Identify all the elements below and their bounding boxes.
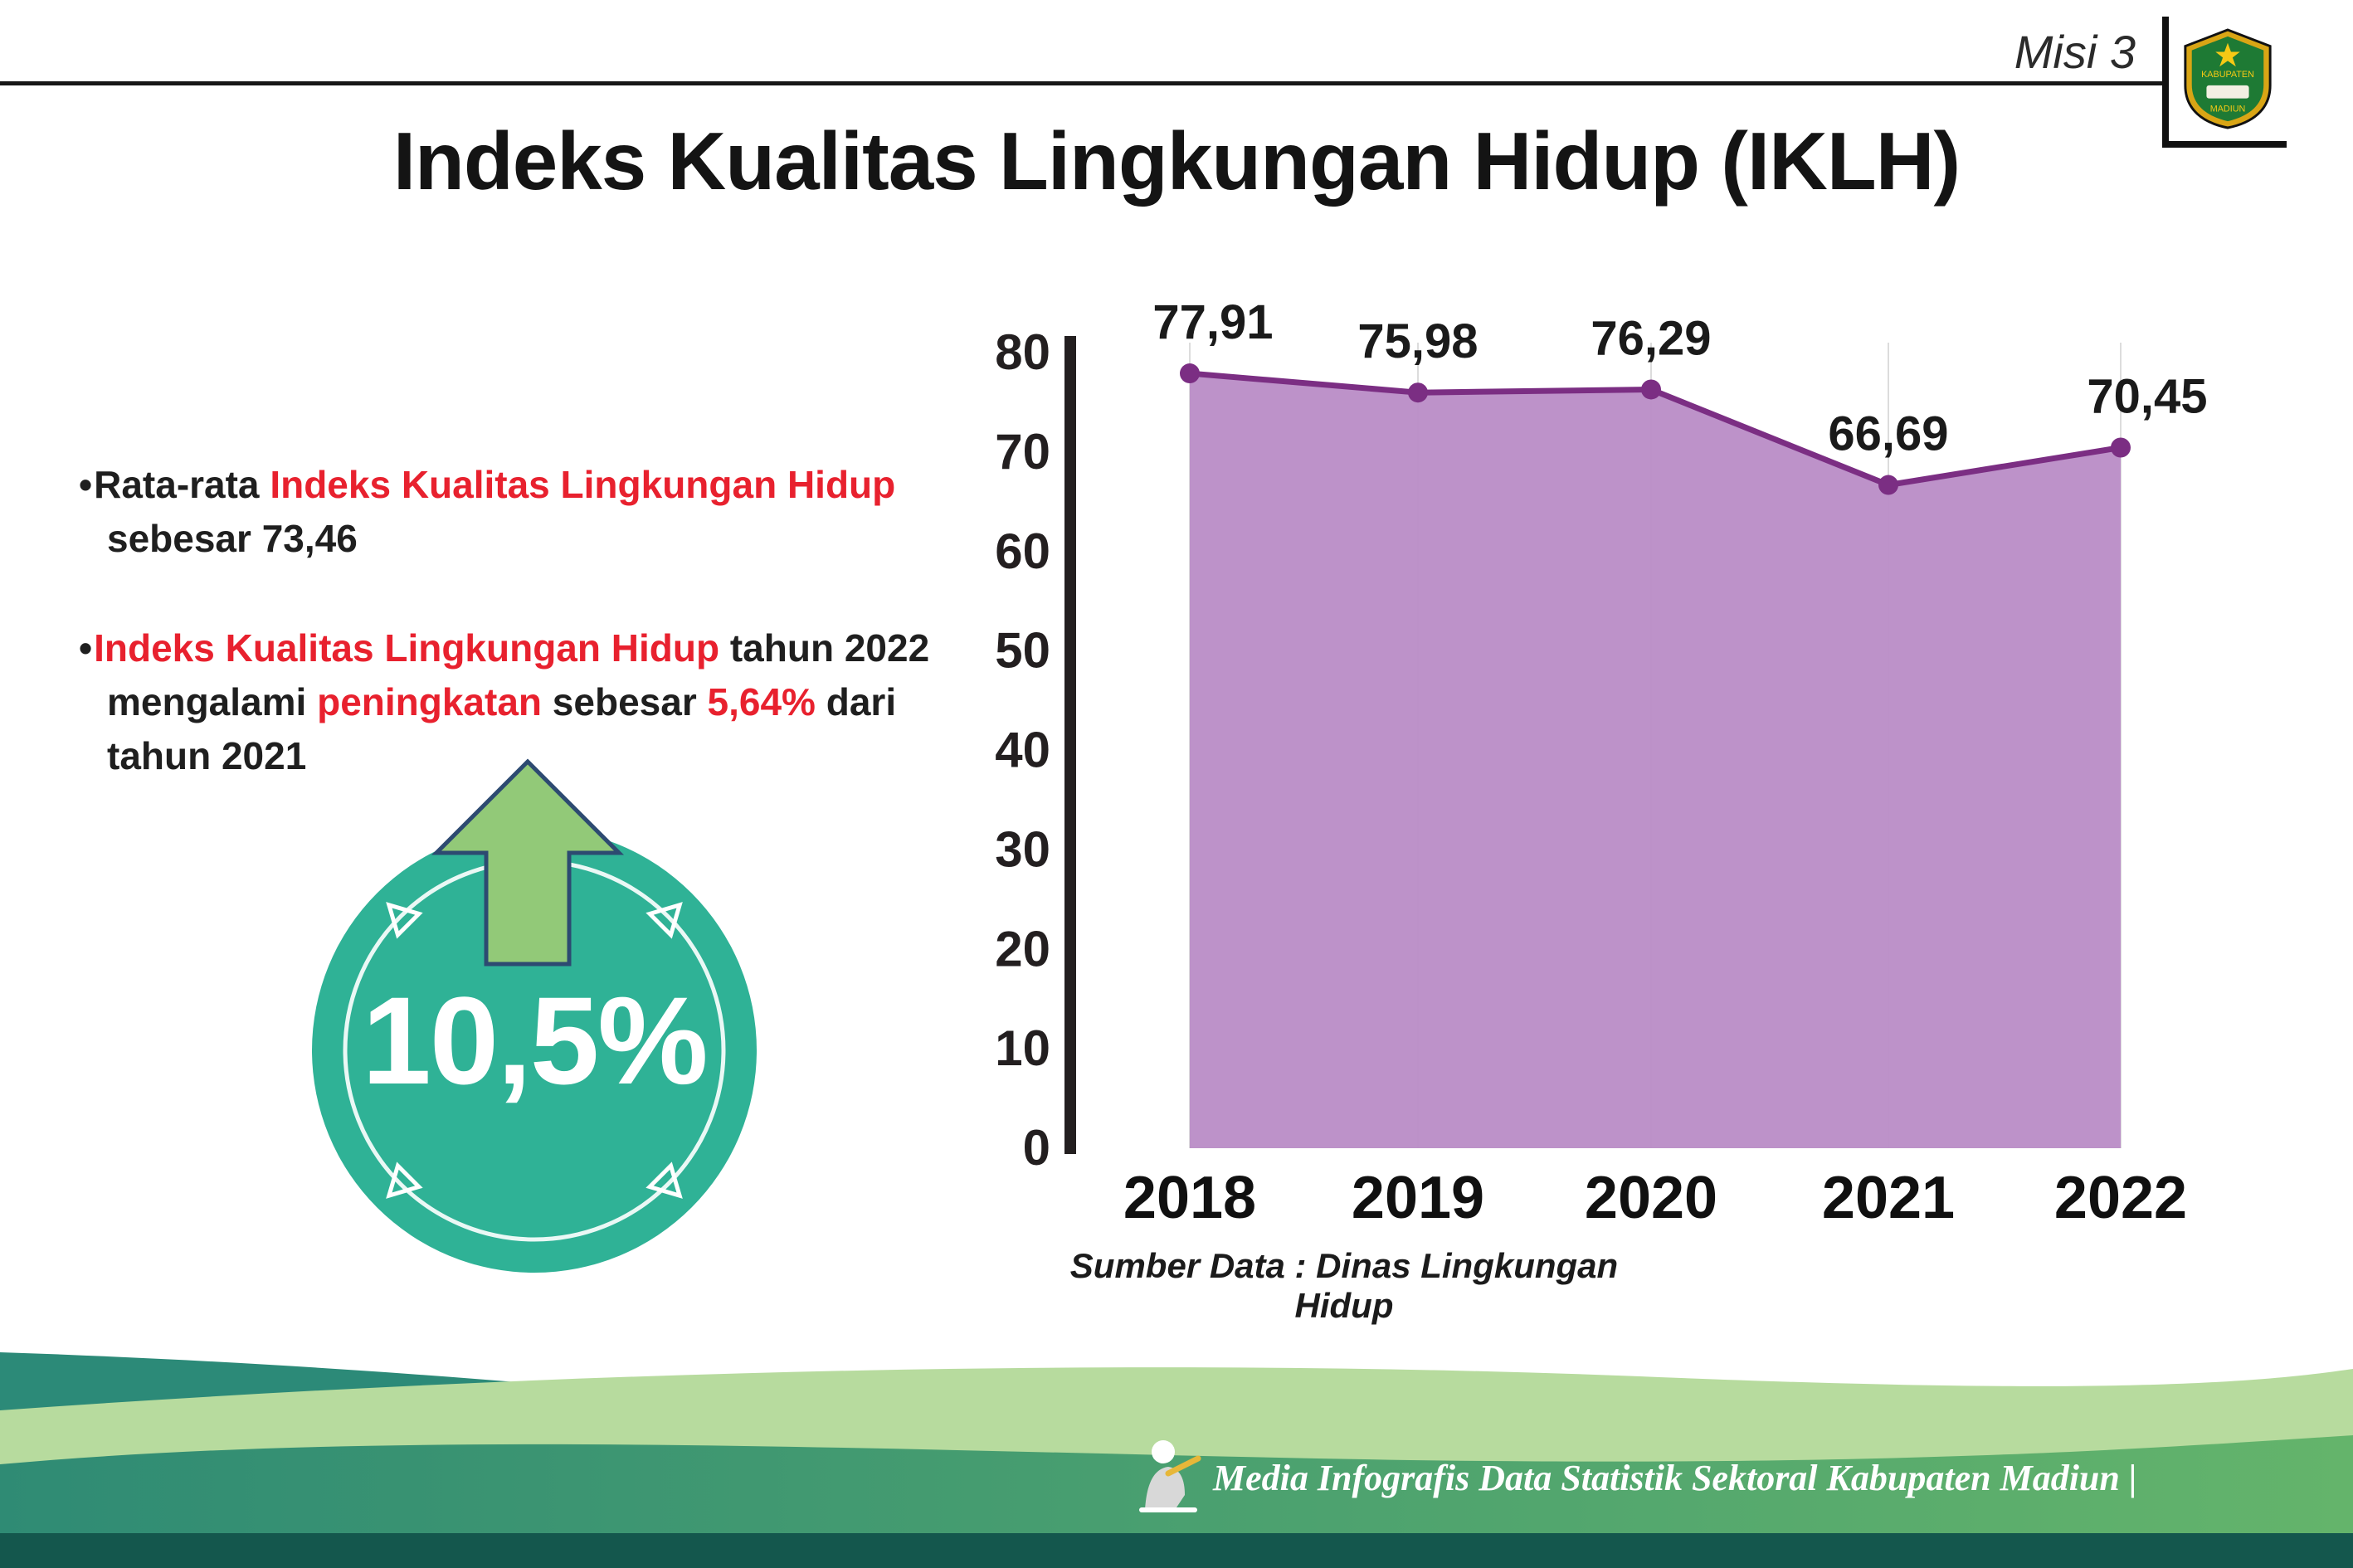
data-point xyxy=(1641,379,1661,400)
insight-bullet: •Rata-rata Indeks Kualitas Lingkungan Hi… xyxy=(79,463,896,561)
footer-caption: Media Infografis Data Statistik Sektoral… xyxy=(1213,1458,2137,1498)
data-label: 77,91 xyxy=(1152,295,1273,349)
growth-badge xyxy=(310,747,758,1278)
badge-circle xyxy=(312,828,757,1273)
data-point xyxy=(1878,475,1898,495)
y-tick-label: 30 xyxy=(995,821,1050,877)
data-point xyxy=(2111,437,2131,458)
ring-triangles xyxy=(386,902,683,1199)
header-divider xyxy=(0,81,2167,85)
logo-bottom-text: MADIUN xyxy=(2210,104,2246,114)
area-fill xyxy=(1190,373,2121,1148)
badge-value: 10,5% xyxy=(362,971,708,1110)
y-tick-label: 10 xyxy=(995,1020,1050,1076)
iklh-area-chart: 0 10 20 30 40 50 60 70 80 77,91 75,98 76,29 66,69 70,… xyxy=(979,274,2232,1253)
y-tick-label: 50 xyxy=(995,623,1050,679)
y-tick-label: 60 xyxy=(995,523,1050,579)
writer-icon xyxy=(1139,1440,1201,1512)
source-note: Sumber Data : Dinas Lingkungan Hidup xyxy=(1069,1246,1619,1325)
y-tick-label: 70 xyxy=(995,424,1050,480)
data-point xyxy=(1180,363,1200,384)
insight-bullets: •Rata-rata Indeks Kualitas Lingkungan Hi… xyxy=(79,458,975,839)
kabupaten-madiun-logo: KABUPATEN MADIUN xyxy=(2184,28,2272,129)
x-tick-label: 2021 xyxy=(1822,1165,1955,1231)
data-label: 66,69 xyxy=(1828,407,1948,461)
page-title: Indeks Kualitas Lingkungan Hidup (IKLH) xyxy=(392,115,1961,207)
x-tick-label: 2018 xyxy=(1123,1165,1256,1231)
footer-bottom-strip xyxy=(0,1533,2353,1568)
data-point xyxy=(1408,382,1428,403)
logo-frame: KABUPATEN MADIUN xyxy=(2162,17,2287,148)
misi-label: Misi 3 xyxy=(2014,26,2136,78)
insight-bullet: •Indeks Kualitas Lingkungan Hidup tahun … xyxy=(79,626,930,778)
up-arrow-icon xyxy=(431,758,625,967)
x-tick-label: 2019 xyxy=(1352,1165,1484,1231)
y-tick-label: 0 xyxy=(1023,1120,1050,1176)
data-label: 75,98 xyxy=(1357,314,1478,368)
y-tick-label: 40 xyxy=(995,723,1050,778)
data-label: 70,45 xyxy=(2087,369,2207,423)
x-tick-label: 2020 xyxy=(1585,1165,1717,1231)
x-tick-label: 2022 xyxy=(2054,1165,2187,1231)
y-tick-label: 20 xyxy=(995,921,1050,976)
y-tick-label: 80 xyxy=(995,324,1050,380)
logo-top-text: KABUPATEN xyxy=(2201,70,2254,80)
data-label: 76,29 xyxy=(1591,311,1711,365)
